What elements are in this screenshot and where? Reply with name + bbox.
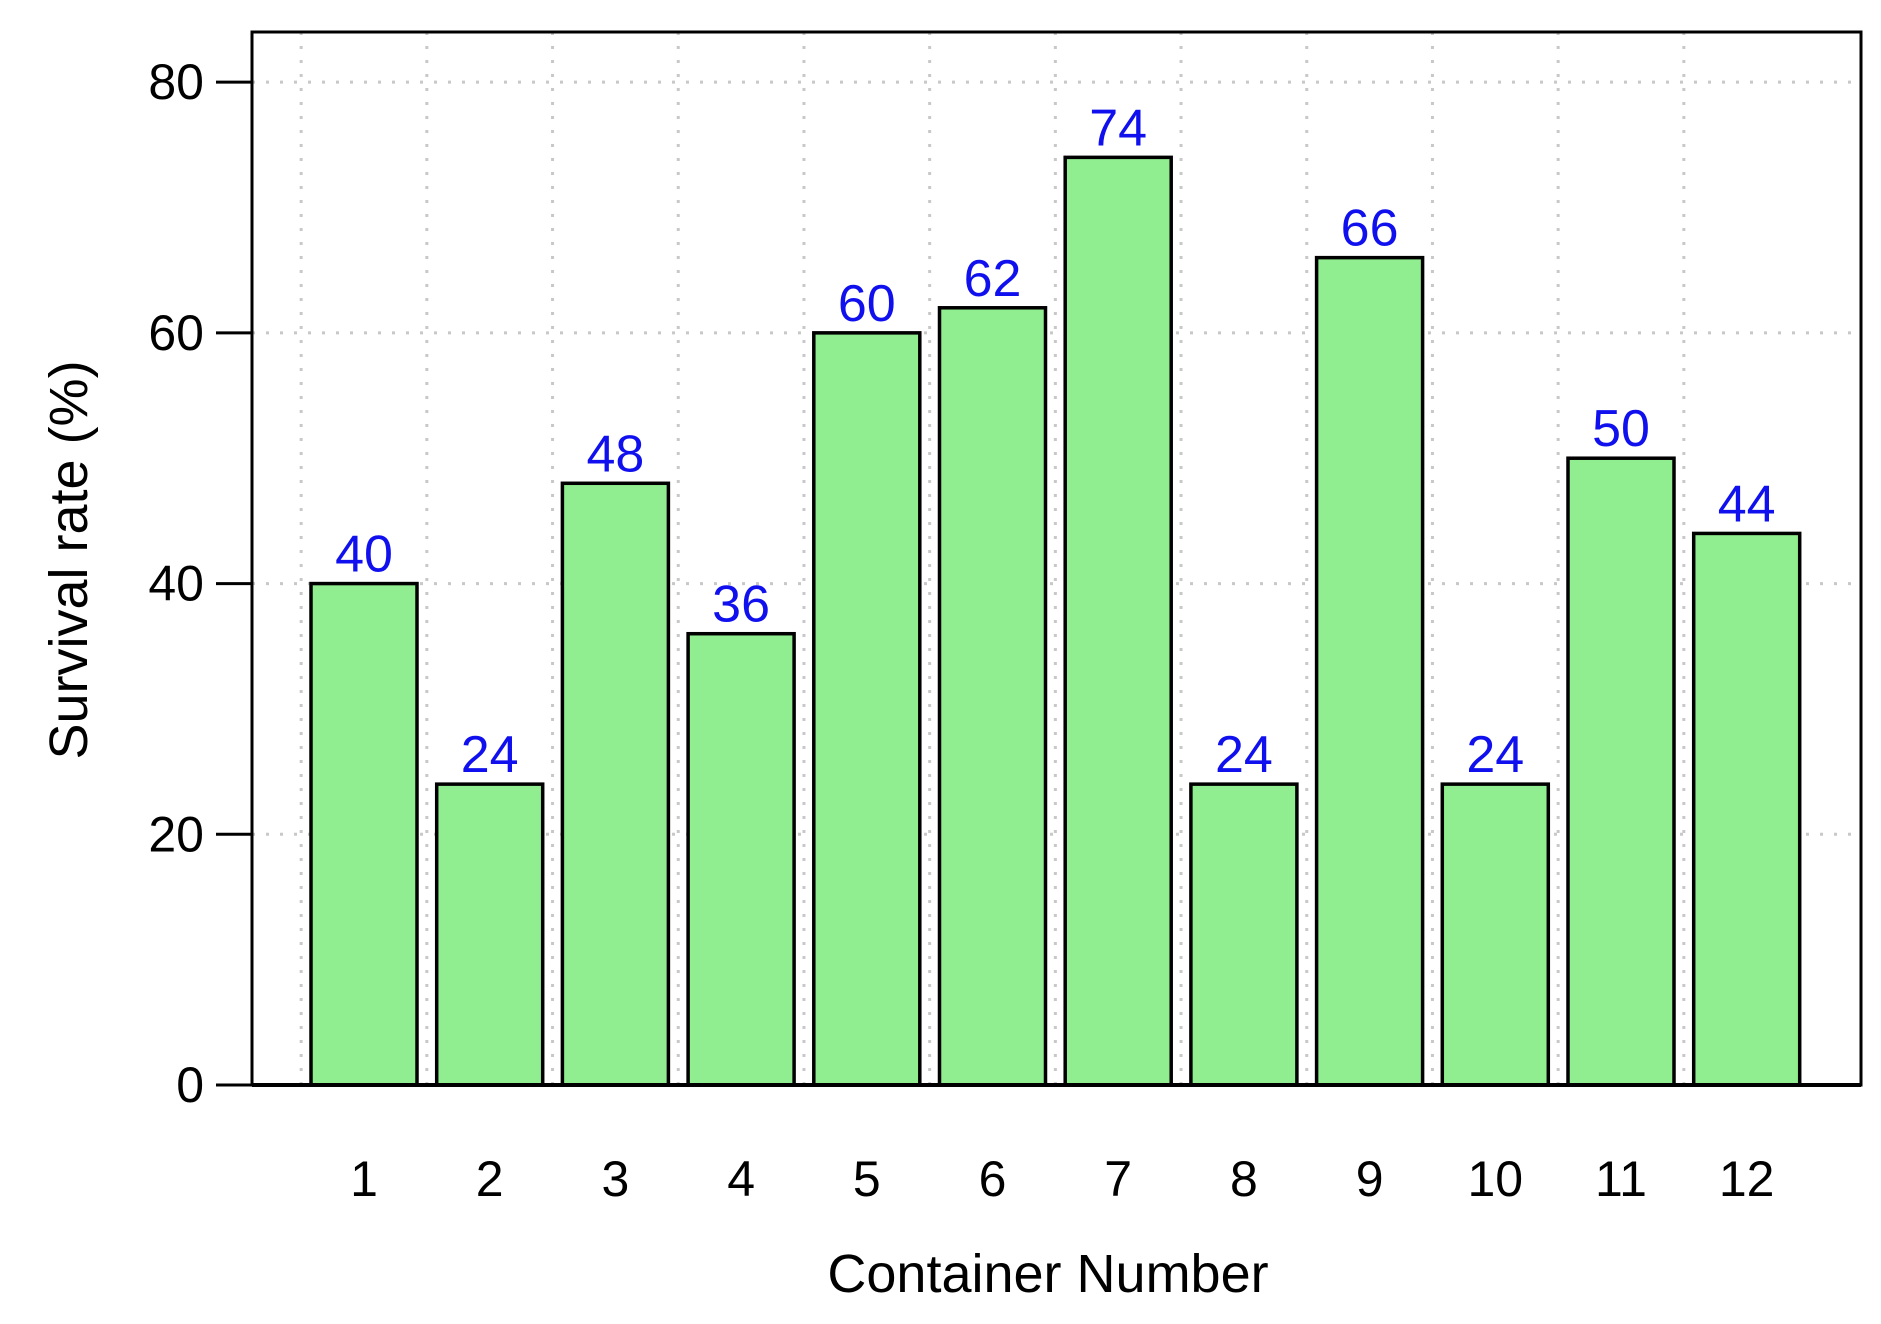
bar-container-8 bbox=[1189, 782, 1299, 1087]
bar-container-1 bbox=[309, 581, 419, 1087]
bar-value-label: 36 bbox=[712, 576, 770, 634]
bar-container-4 bbox=[686, 631, 796, 1087]
bar-value-label: 60 bbox=[838, 275, 896, 333]
bar-value-label: 24 bbox=[1215, 726, 1273, 784]
y-tick-label: 20 bbox=[148, 806, 204, 862]
bar-value-label: 24 bbox=[461, 726, 519, 784]
y-tick-label: 0 bbox=[176, 1057, 204, 1113]
bar-value-label: 62 bbox=[964, 250, 1022, 308]
x-axis: 1 2 3 4 5 6 7 8 9 10 11 12 bbox=[350, 1151, 1774, 1207]
value-labels: 40 24 48 36 60 62 74 24 66 24 50 44 bbox=[335, 99, 1776, 784]
x-tick-label: 11 bbox=[1595, 1151, 1647, 1207]
y-tick-label: 40 bbox=[148, 556, 204, 612]
x-tick-label: 5 bbox=[853, 1151, 881, 1207]
x-tick-label: 6 bbox=[979, 1151, 1007, 1207]
x-tick-label: 7 bbox=[1104, 1151, 1132, 1207]
bar-value-label: 44 bbox=[1718, 475, 1776, 533]
y-tick-label: 60 bbox=[148, 305, 204, 361]
bar-container-5 bbox=[812, 331, 922, 1087]
x-tick-label: 9 bbox=[1356, 1151, 1384, 1207]
bar-container-11 bbox=[1566, 456, 1676, 1087]
y-tick-label: 80 bbox=[148, 54, 204, 110]
bar-value-label: 50 bbox=[1592, 400, 1650, 458]
bar-container-6 bbox=[937, 306, 1048, 1087]
bar-value-label: 66 bbox=[1341, 200, 1399, 258]
x-tick-label: 1 bbox=[350, 1151, 378, 1207]
bar-container-2 bbox=[434, 782, 545, 1087]
x-tick-label: 12 bbox=[1719, 1151, 1775, 1207]
bar-value-label: 24 bbox=[1466, 726, 1524, 784]
x-axis-label: Container Number bbox=[827, 1244, 1268, 1304]
bar-container-3 bbox=[560, 481, 671, 1087]
x-tick-label: 3 bbox=[601, 1151, 629, 1207]
bar-value-label: 48 bbox=[586, 425, 644, 483]
bar-value-label: 40 bbox=[335, 526, 393, 584]
y-axis: 0 20 40 60 80 bbox=[148, 54, 1861, 1113]
x-tick-label: 4 bbox=[727, 1151, 755, 1207]
bar-value-label: 74 bbox=[1089, 99, 1147, 157]
y-axis-label: Survival rate (%) bbox=[39, 360, 99, 759]
bar-container-9 bbox=[1314, 255, 1425, 1087]
x-tick-label: 10 bbox=[1467, 1151, 1523, 1207]
bar-container-10 bbox=[1440, 782, 1551, 1087]
bar-container-7 bbox=[1063, 155, 1173, 1087]
bar-container-12 bbox=[1691, 531, 1802, 1087]
x-tick-label: 8 bbox=[1230, 1151, 1258, 1207]
x-tick-label: 2 bbox=[476, 1151, 504, 1207]
